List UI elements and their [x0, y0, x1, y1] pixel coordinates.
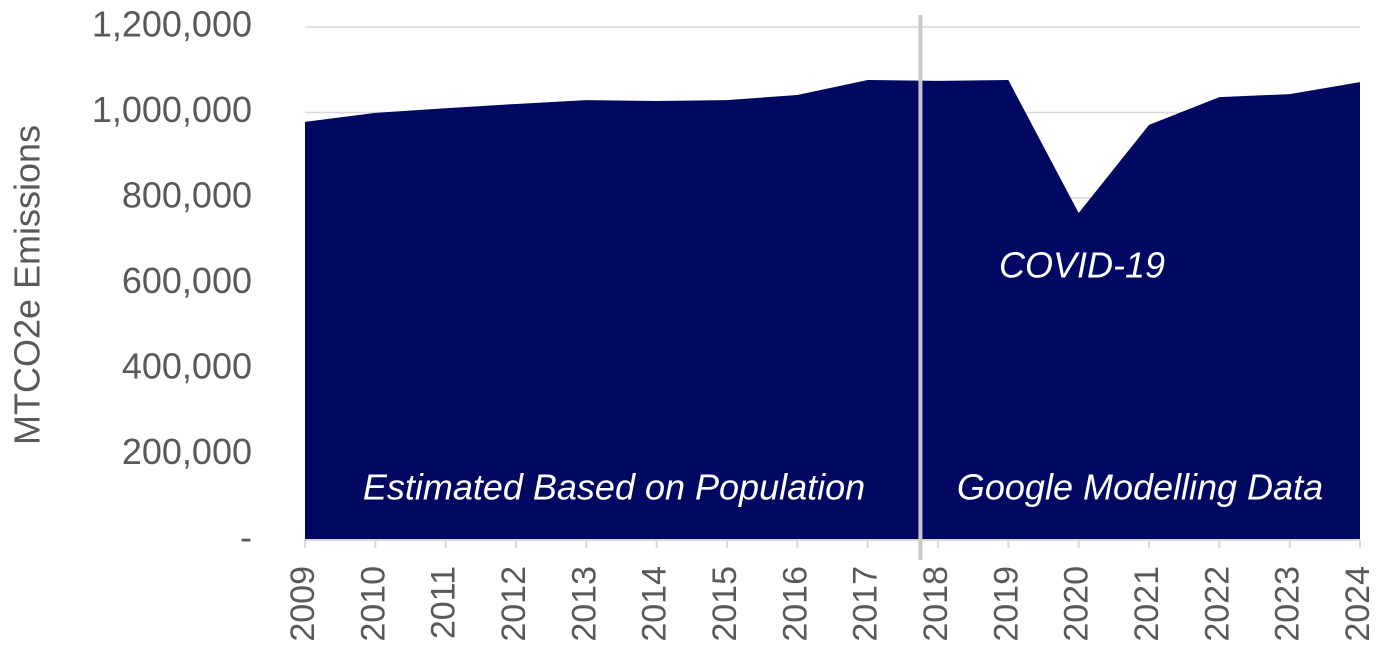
x-tick-label: 2017 [847, 566, 885, 642]
area [305, 80, 1360, 540]
x-tick-label: 2022 [1198, 566, 1236, 642]
x-tick-label: 2013 [565, 566, 603, 642]
y-tick-label: - [240, 517, 252, 558]
x-tick-label: 2015 [706, 566, 744, 642]
annotation: Estimated Based on Population [363, 467, 865, 508]
x-tick-label: 2019 [987, 566, 1025, 642]
y-tick-label: 1,200,000 [92, 4, 252, 45]
x-tick-label: 2011 [425, 566, 463, 639]
x-tick-label: 2021 [1128, 566, 1166, 642]
y-axis-label: MTCO2e Emissions [7, 125, 48, 445]
annotation: COVID-19 [999, 245, 1165, 286]
x-tick-label: 2012 [495, 566, 533, 642]
y-tick-label: 600,000 [122, 260, 252, 301]
y-tick-label: 200,000 [122, 431, 252, 472]
x-tick-label: 2018 [917, 566, 955, 642]
y-tick-label: 400,000 [122, 346, 252, 387]
y-tick-label: 1,000,000 [92, 89, 252, 130]
x-tick-label: 2023 [1269, 566, 1307, 642]
x-tick-label: 2016 [776, 566, 814, 642]
y-tick-label: 800,000 [122, 175, 252, 216]
x-tick-label: 2014 [636, 566, 674, 642]
x-tick-label: 2010 [354, 566, 392, 642]
x-tick-label: 2024 [1339, 566, 1377, 642]
annotation: Google Modelling Data [957, 467, 1323, 508]
x-tick-label: 2009 [284, 566, 322, 642]
x-tick-label: 2020 [1058, 566, 1096, 642]
